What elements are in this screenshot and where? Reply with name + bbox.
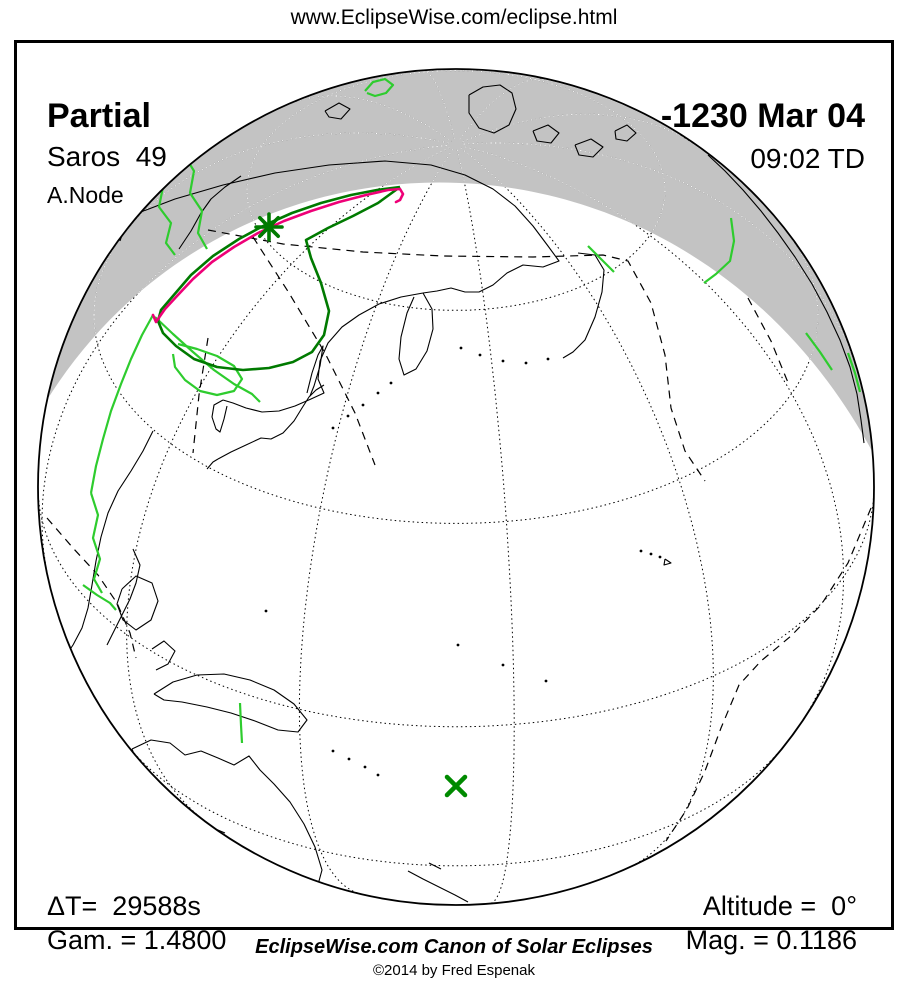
footer-title: EclipseWise.com Canon of Solar Eclipses bbox=[255, 936, 653, 958]
magnitude-label: Mag. = 0.1186 bbox=[685, 925, 857, 955]
globe-disc bbox=[38, 69, 874, 905]
date-label: -1230 Mar 04 bbox=[660, 97, 865, 135]
globe-limb bbox=[37, 68, 875, 906]
coastlines bbox=[64, 78, 865, 905]
time-label: 09:02 TD bbox=[750, 143, 865, 174]
eclipse-type-label: Partial bbox=[47, 97, 151, 135]
graticule-night bbox=[47, 69, 872, 451]
footer-copyright: ©2014 by Fred Espenak bbox=[373, 962, 535, 979]
map-frame: Partial Saros 49 A.Node -1230 Mar 04 09:… bbox=[14, 40, 894, 954]
altitude-label: Altitude = 0° bbox=[702, 891, 857, 921]
night-region bbox=[47, 69, 872, 451]
subsolar-point-cross-icon bbox=[444, 774, 468, 798]
rise-set-dashed-curves bbox=[46, 229, 872, 842]
delta-t-label: ΔT= 29588s bbox=[47, 891, 201, 921]
greatest-eclipse-star-icon bbox=[254, 212, 284, 242]
eclipse-globe-map bbox=[37, 68, 875, 906]
header-url: www.EclipseWise.com/eclipse.html bbox=[290, 6, 618, 29]
saros-label: Saros 49 bbox=[47, 141, 167, 172]
gamma-label: Gam. = 1.4800 bbox=[47, 925, 227, 955]
node-label: A.Node bbox=[47, 182, 124, 208]
